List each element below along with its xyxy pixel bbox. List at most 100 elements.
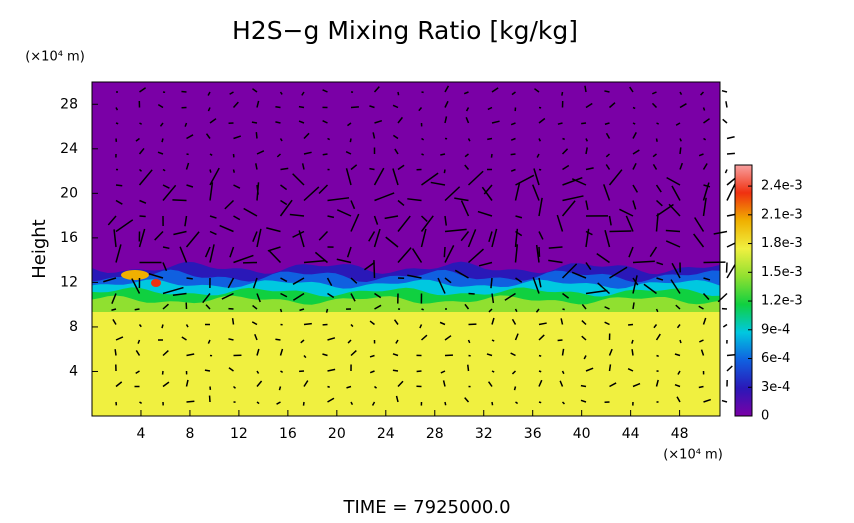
- field-layer: [92, 312, 720, 416]
- y-tick-label: 16: [60, 230, 78, 246]
- y-tick-label: 12: [60, 274, 78, 290]
- vector: [115, 349, 116, 355]
- vector: [725, 170, 727, 174]
- vector: [234, 170, 235, 173]
- vector: [581, 123, 586, 124]
- colorbar-tick-label: 1.5e-3: [761, 265, 803, 280]
- vector: [610, 231, 632, 232]
- vector: [440, 154, 445, 155]
- x-tick-label: 28: [426, 426, 444, 442]
- vector: [140, 216, 146, 217]
- vector: [491, 278, 492, 288]
- vector: [327, 309, 328, 313]
- vector: [539, 371, 541, 372]
- x-tick-label: 32: [475, 426, 493, 442]
- vector: [727, 183, 735, 200]
- vector: [135, 309, 140, 310]
- vector: [704, 108, 705, 111]
- vector: [299, 107, 304, 108]
- x-tick-label: 40: [573, 426, 591, 442]
- y-tick-label: 24: [60, 141, 78, 157]
- vector: [680, 340, 681, 343]
- vector: [444, 247, 445, 257]
- vector: [172, 200, 186, 201]
- vector: [727, 137, 735, 139]
- vector: [256, 132, 257, 138]
- vector: [562, 92, 563, 96]
- vector: [722, 91, 727, 92]
- y-tick-label: 4: [69, 363, 78, 379]
- vector: [304, 324, 312, 325]
- vector: [585, 86, 586, 92]
- vector: [633, 123, 635, 124]
- vector: [563, 139, 565, 140]
- vector: [422, 154, 424, 155]
- y-tick-label: 28: [60, 96, 78, 112]
- vector: [727, 153, 735, 154]
- vector: [633, 302, 634, 309]
- colorbar-tick-label: 1.2e-3: [761, 294, 803, 309]
- vector: [468, 365, 469, 371]
- vector: [116, 185, 122, 186]
- vector: [210, 170, 211, 173]
- x-tick-label: 36: [524, 426, 542, 442]
- vector: [666, 230, 680, 231]
- vector: [323, 154, 328, 155]
- field-spot: [151, 279, 161, 287]
- vector: [727, 355, 735, 356]
- x-tick-label: 20: [328, 426, 346, 442]
- vector: [726, 101, 727, 107]
- colorbar-tick-label: 0: [761, 409, 769, 424]
- vector: [445, 402, 446, 405]
- vector: [351, 107, 359, 108]
- vector: [727, 366, 732, 371]
- vector: [393, 370, 398, 371]
- vector: [350, 139, 351, 143]
- colorbar-tick-label: 2.4e-3: [761, 179, 803, 194]
- vector: [116, 123, 118, 124]
- y-tick-label: 20: [60, 185, 78, 201]
- vector: [187, 278, 193, 279]
- x-tick-label: 44: [622, 426, 640, 442]
- vector: [581, 386, 586, 387]
- vector: [205, 370, 210, 371]
- footer: TIME = 7925000.0: [342, 497, 510, 518]
- colorbar-tick-label: 3e-4: [761, 380, 790, 395]
- x-tick-label: 12: [230, 426, 248, 442]
- y-unit: (×10⁴ m): [25, 50, 85, 65]
- vector: [657, 123, 659, 124]
- vector: [699, 387, 704, 388]
- vector: [374, 260, 375, 278]
- vector: [680, 147, 681, 154]
- vector: [604, 91, 609, 92]
- vector: [722, 401, 727, 402]
- colorbar-tick-label: 9e-4: [761, 322, 790, 337]
- x-tick-label: 4: [137, 426, 146, 442]
- vector: [233, 318, 234, 324]
- vector: [487, 139, 492, 140]
- vector: [328, 387, 330, 388]
- x-tick-label: 48: [671, 426, 689, 442]
- vector: [563, 349, 564, 356]
- vector: [275, 339, 280, 340]
- vector: [723, 325, 727, 327]
- vector: [515, 387, 516, 391]
- vector: [563, 309, 565, 310]
- vector: [657, 139, 658, 142]
- field-spot: [121, 270, 149, 280]
- y-tick-label: 8: [69, 319, 78, 335]
- vector: [610, 364, 611, 371]
- x-tick-label: 16: [279, 426, 297, 442]
- vector: [723, 119, 727, 123]
- chart-title: H2S−g Mixing Ratio [kg/kg]: [232, 16, 578, 45]
- vector: [511, 154, 516, 155]
- vector: [398, 92, 399, 95]
- vector: [492, 402, 493, 405]
- vector: [187, 401, 195, 402]
- vector: [491, 154, 492, 158]
- vector: [657, 356, 659, 357]
- vector: [252, 122, 257, 123]
- colorbar-tick-label: 6e-4: [761, 351, 790, 366]
